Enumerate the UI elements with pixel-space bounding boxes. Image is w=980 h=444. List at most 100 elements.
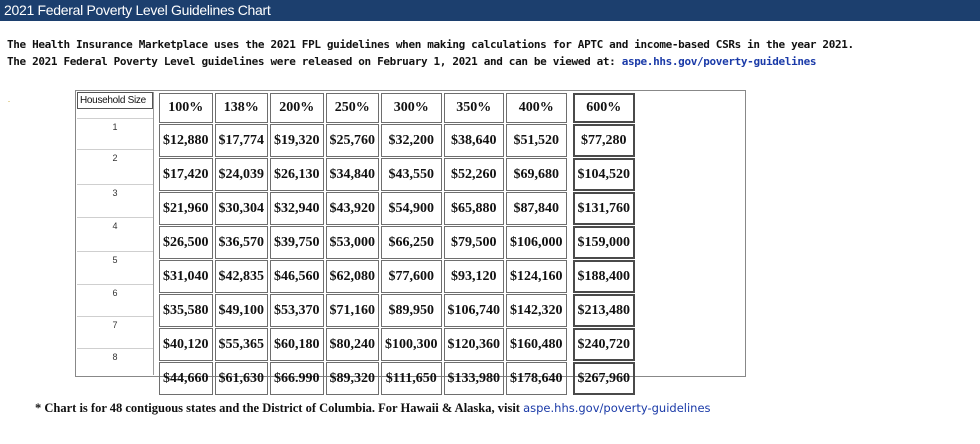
- table-cell: $89,320: [326, 362, 380, 395]
- household-size-value: 2: [77, 153, 153, 163]
- intro-line-1: The Health Insurance Marketplace uses th…: [7, 36, 967, 53]
- column-header: 600%: [573, 93, 636, 123]
- fpl-table: 100%138%200%250%300%350%400%600% $12,880…: [157, 92, 637, 396]
- intro-line-2: The 2021 Federal Poverty Level guideline…: [7, 53, 967, 70]
- table-header-row: 100%138%200%250%300%350%400%600%: [159, 93, 635, 123]
- table-cell: $106,000: [506, 226, 567, 259]
- table-cell: $160,480: [506, 328, 567, 361]
- column-gap: [569, 362, 571, 395]
- table-cell: $31,040: [159, 260, 213, 293]
- column-header: 100%: [159, 93, 213, 123]
- table-cell: $240,720: [573, 328, 636, 361]
- table-cell: $39,750: [270, 226, 324, 259]
- column-gap: [569, 328, 571, 361]
- table-cell: $100,300: [381, 328, 442, 361]
- table-cell: $42,835: [215, 260, 269, 293]
- table-cell: $34,840: [326, 158, 380, 191]
- table-cell: $93,120: [444, 260, 505, 293]
- column-header: 300%: [381, 93, 442, 123]
- household-size-column: Household Size 12345678: [77, 92, 154, 375]
- intro-text: The Health Insurance Marketplace uses th…: [7, 36, 967, 70]
- table-cell: $80,240: [326, 328, 380, 361]
- table-cell: $51,520: [506, 124, 567, 157]
- table-cell: $17,774: [215, 124, 269, 157]
- table-cell: $43,920: [326, 192, 380, 225]
- column-header: 200%: [270, 93, 324, 123]
- table-cell: $124,160: [506, 260, 567, 293]
- table-cell: $120,360: [444, 328, 505, 361]
- table-cell: $77,600: [381, 260, 442, 293]
- table-cell: $61,630: [215, 362, 269, 395]
- page-title: 2021 Federal Poverty Level Guidelines Ch…: [0, 0, 980, 21]
- column-gap: [569, 93, 571, 123]
- table-cell: $40,120: [159, 328, 213, 361]
- table-row: $44,660$61,630$66.990$89,320$111,650$133…: [159, 362, 635, 395]
- table-cell: $142,320: [506, 294, 567, 327]
- table-cell: $49,100: [215, 294, 269, 327]
- table-cell: $32,940: [270, 192, 324, 225]
- footnote-text: * Chart is for 48 contiguous states and …: [35, 401, 523, 415]
- table-cell: $111,650: [381, 362, 442, 395]
- column-header: 138%: [215, 93, 269, 123]
- table-cell: $159,000: [573, 226, 636, 259]
- table-cell: $43,550: [381, 158, 442, 191]
- table-cell: $66.990: [270, 362, 324, 395]
- household-size-cell: 2: [77, 149, 153, 180]
- table-row: $35,580$49,100$53,370$71,160$89,950$106,…: [159, 294, 635, 327]
- column-header: 400%: [506, 93, 567, 123]
- table-cell: $12,880: [159, 124, 213, 157]
- footnote-link[interactable]: aspe.hhs.gov/poverty-guidelines: [523, 401, 710, 415]
- table-cell: $38,640: [444, 124, 505, 157]
- column-gap: [569, 260, 571, 293]
- column-header: 350%: [444, 93, 505, 123]
- table-cell: $44,660: [159, 362, 213, 395]
- table-cell: $26,130: [270, 158, 324, 191]
- table-cell: $25,760: [326, 124, 380, 157]
- table-cell: $32,200: [381, 124, 442, 157]
- column-gap: [569, 226, 571, 259]
- table-cell: $62,080: [326, 260, 380, 293]
- household-size-cell: 1: [77, 118, 153, 149]
- footnote: * Chart is for 48 contiguous states and …: [35, 401, 711, 416]
- table-cell: $267,960: [573, 362, 636, 395]
- column-gap: [569, 294, 571, 327]
- table-row: $21,960$30,304$32,940$43,920$54,900$65,8…: [159, 192, 635, 225]
- table-cell: $213,480: [573, 294, 636, 327]
- household-size-value: 1: [77, 122, 153, 132]
- table-cell: $55,365: [215, 328, 269, 361]
- table-row: $26,500$36,570$39,750$53,000$66,250$79,5…: [159, 226, 635, 259]
- household-size-cell: 8: [77, 348, 153, 379]
- table-cell: $53,370: [270, 294, 324, 327]
- table-cell: $17,420: [159, 158, 213, 191]
- guidelines-link[interactable]: aspe.hhs.gov/poverty-guidelines: [622, 55, 816, 68]
- household-size-cell: 3: [77, 184, 153, 215]
- table-cell: $26,500: [159, 226, 213, 259]
- table-cell: $19,320: [270, 124, 324, 157]
- table-cell: $60,180: [270, 328, 324, 361]
- table-cell: $133,980: [444, 362, 505, 395]
- household-size-cell: 7: [77, 316, 153, 347]
- household-size-value: 3: [77, 188, 153, 198]
- household-size-cell: 4: [77, 217, 153, 248]
- table-cell: $46,560: [270, 260, 324, 293]
- household-size-value: 6: [77, 288, 153, 298]
- table-cell: $53,000: [326, 226, 380, 259]
- column-gap: [569, 158, 571, 191]
- table-cell: $24,039: [215, 158, 269, 191]
- table-cell: $178,640: [506, 362, 567, 395]
- table-row: $31,040$42,835$46,560$62,080$77,600$93,1…: [159, 260, 635, 293]
- table-cell: $69,680: [506, 158, 567, 191]
- column-gap: [569, 192, 571, 225]
- table-cell: $21,960: [159, 192, 213, 225]
- household-size-value: 4: [77, 221, 153, 231]
- column-header: 250%: [326, 93, 380, 123]
- fpl-table-container: Household Size 12345678 100%138%200%250%…: [75, 90, 746, 377]
- table-cell: $66,250: [381, 226, 442, 259]
- household-size-cell: 5: [77, 251, 153, 282]
- household-size-cell: 6: [77, 284, 153, 315]
- household-size-value: 5: [77, 255, 153, 265]
- table-cell: $79,500: [444, 226, 505, 259]
- table-row: $12,880$17,774$19,320$25,760$32,200$38,6…: [159, 124, 635, 157]
- table-cell: $71,160: [326, 294, 380, 327]
- column-gap: [569, 124, 571, 157]
